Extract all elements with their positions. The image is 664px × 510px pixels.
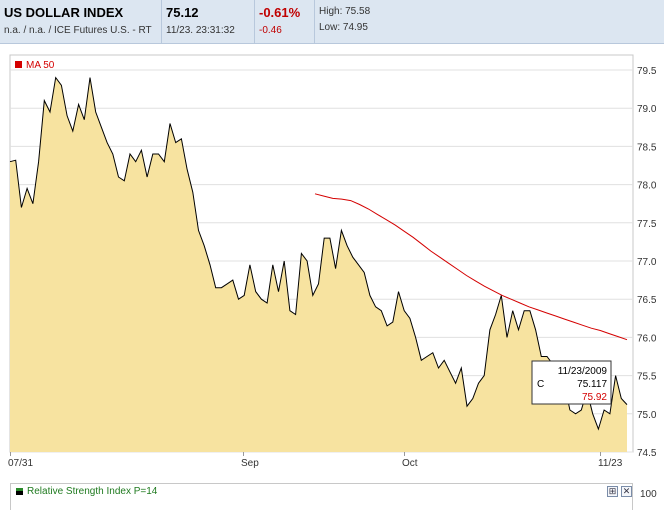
instrument-cell: US DOLLAR INDEX n.a. / n.a. / ICE Future…	[0, 0, 162, 44]
rsi-axis-label: 100	[640, 489, 657, 500]
ma50-line	[314, 193, 628, 341]
quote-header: US DOLLAR INDEX n.a. / n.a. / ICE Future…	[0, 0, 664, 44]
x-axis-ticks: 07/31 Sep Oct 11/23	[8, 452, 623, 469]
change-percent: -0.61%	[259, 5, 301, 20]
x-tick-label: 07/31	[8, 458, 33, 469]
y-tick-label: 77.5	[637, 219, 657, 230]
chart-area[interactable]: 74.5 75.0 75.5 76.0 76.5 77.0 77.5 78.0 78.5 79.0…	[0, 44, 664, 480]
y-tick-label: 75.5	[637, 372, 657, 383]
x-tick-label: Oct	[402, 458, 418, 469]
rsi-panel: Relative Strength Index P=14 ⊞ ✕	[10, 483, 633, 510]
tooltip: 11/23/2009 C 75.117 75.92	[531, 360, 612, 405]
y-tick-label: 79.0	[637, 104, 657, 115]
y-tick-label: 76.5	[637, 295, 657, 306]
rsi-label: Relative Strength Index P=14	[27, 486, 158, 497]
high-value: High: 75.58	[319, 6, 371, 17]
x-tick-label: 11/23	[598, 458, 623, 469]
price-timestamp: 11/23. 23:31:32	[166, 25, 235, 36]
y-tick-label: 74.5	[637, 448, 657, 459]
change-absolute: -0.46	[259, 25, 282, 36]
price-cell: 75.12 11/23. 23:31:32	[162, 0, 255, 44]
tooltip-date: 11/23/2009	[558, 366, 608, 377]
price-line	[9, 76, 628, 431]
range-cell: High: 75.58 Low: 74.95	[315, 0, 515, 44]
low-value: Low: 74.95	[319, 22, 368, 33]
tooltip-c-value: 75.117	[577, 379, 607, 390]
instrument-title: US DOLLAR INDEX	[4, 5, 124, 20]
price-chart[interactable]: 74.5 75.0 75.5 76.0 76.5 77.0 77.5 78.0 78.5 79.0…	[0, 44, 664, 480]
legend: MA 50	[15, 60, 55, 71]
x-tick-label: Sep	[241, 458, 259, 469]
rsi-legend-icon	[16, 488, 23, 495]
y-axis-ticks: 74.5 75.0 75.5 76.0 76.5 77.0 77.5 78.0 78.5 79.0…	[637, 66, 657, 459]
change-cell: -0.61% -0.46	[255, 0, 315, 44]
tooltip-box	[531, 360, 612, 405]
close-icon[interactable]: ✕	[621, 486, 632, 497]
y-tick-label: 77.0	[637, 257, 657, 268]
y-tick-label: 79.5	[637, 66, 657, 77]
last-price: 75.12	[166, 5, 199, 20]
y-tick-label: 78.5	[637, 142, 657, 153]
tooltip-ma-value: 75.92	[582, 392, 607, 403]
instrument-subtitle: n.a. / n.a. / ICE Futures U.S. - RT	[4, 25, 152, 36]
y-tick-label: 78.0	[637, 181, 657, 192]
ma50-legend-swatch	[15, 61, 22, 68]
tooltip-c-label: C	[537, 379, 544, 390]
y-tick-label: 76.0	[637, 333, 657, 344]
expand-icon[interactable]: ⊞	[607, 486, 618, 497]
price-area	[10, 77, 627, 452]
ma50-legend-label: MA 50	[26, 60, 55, 71]
y-tick-label: 75.0	[637, 410, 657, 421]
